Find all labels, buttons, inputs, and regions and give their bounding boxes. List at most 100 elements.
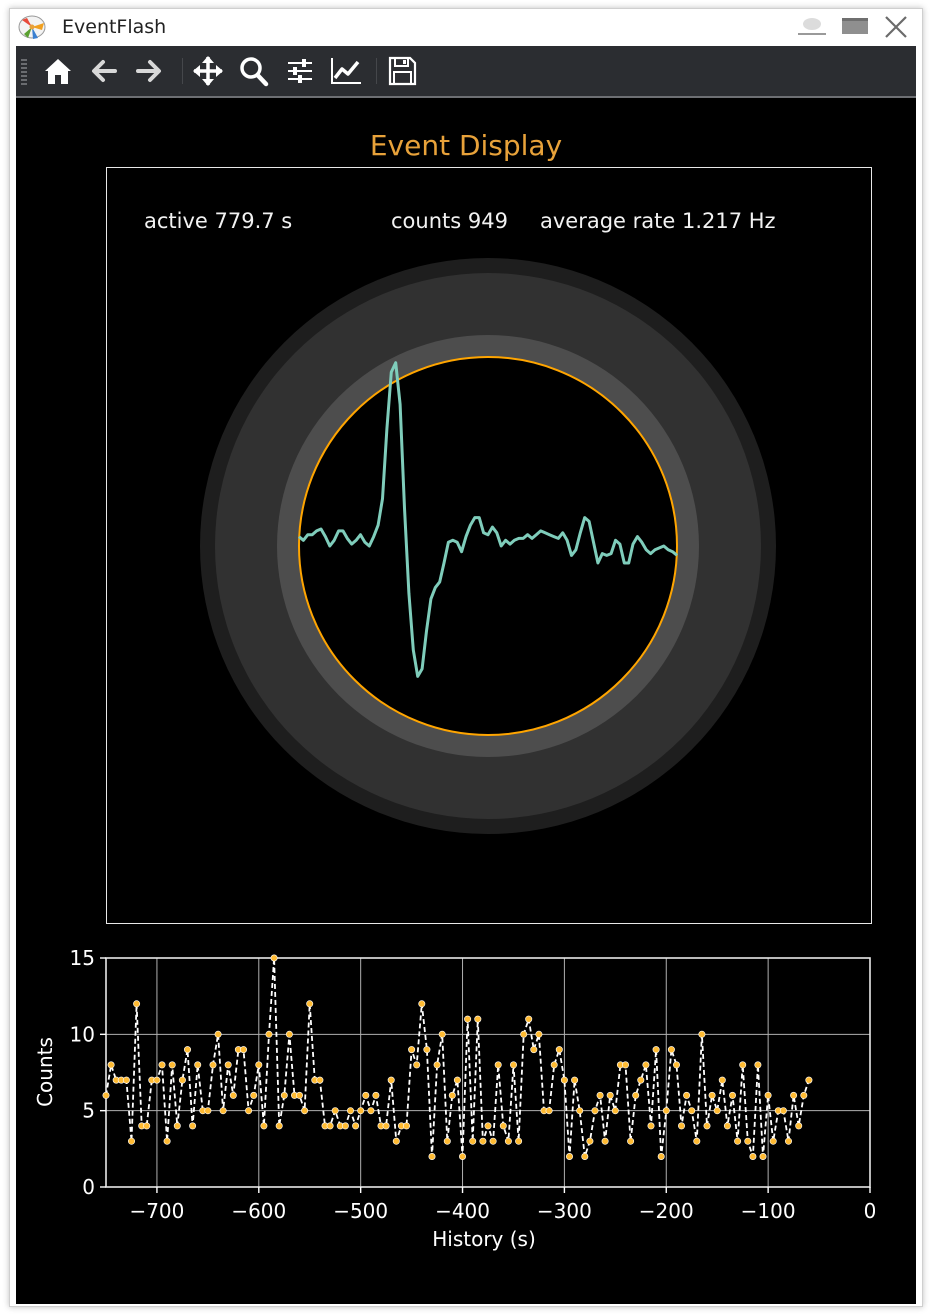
history-data-point [703, 1122, 711, 1130]
home-button[interactable] [40, 54, 76, 88]
toolbar-grip-handle[interactable] [21, 59, 27, 85]
history-data-point [489, 1137, 497, 1145]
history-data-point [718, 1076, 726, 1084]
toolbar-separator [376, 58, 377, 84]
sliders-icon [288, 59, 312, 83]
x-tick-label: −600 [231, 1199, 286, 1223]
history-data-point [295, 1091, 303, 1099]
forward-button[interactable] [131, 54, 167, 88]
scope-screen-circle [298, 356, 678, 736]
history-data-point [372, 1091, 380, 1099]
x-tick-label: −100 [741, 1199, 796, 1223]
counts-readout: counts 949 [391, 209, 508, 233]
history-data-point [189, 1122, 197, 1130]
history-data-point [769, 1137, 777, 1145]
history-data-point [754, 1061, 762, 1069]
pan-button[interactable] [190, 54, 226, 88]
history-grid [106, 957, 871, 1188]
history-data-point [362, 1091, 370, 1099]
history-data-point [535, 1030, 543, 1038]
history-data-point [790, 1091, 798, 1099]
history-data-point [382, 1122, 390, 1130]
history-data-point [443, 1137, 451, 1145]
toolbar-separator [182, 58, 183, 84]
window-title: EventFlash [62, 16, 167, 38]
history-data-point [326, 1122, 334, 1130]
history-data-point [265, 1030, 273, 1038]
history-data-point [143, 1122, 151, 1130]
x-tick-label: −500 [333, 1199, 388, 1223]
floppy-disk-icon [388, 56, 417, 86]
history-data-point [759, 1153, 767, 1161]
history-data-point [637, 1076, 645, 1084]
history-data-point [128, 1137, 136, 1145]
save-button[interactable] [384, 54, 420, 88]
history-data-point [428, 1153, 436, 1161]
active-time-readout: active 779.7 s [144, 209, 293, 233]
history-data-point [448, 1091, 456, 1099]
chart-line-icon [331, 58, 361, 84]
app-window: EventFlash [9, 8, 923, 1307]
close-button[interactable] [880, 15, 912, 39]
home-icon [45, 59, 71, 84]
history-data-point [418, 1000, 426, 1008]
history-data-point [275, 1122, 283, 1130]
x-tick-label: −400 [435, 1199, 490, 1223]
history-points [102, 954, 813, 1161]
edit-axes-button[interactable] [328, 54, 364, 88]
history-data-point [560, 1076, 568, 1084]
history-data-point [652, 1046, 660, 1054]
figure-canvas[interactable]: Event Display active 779.7 s counts 949 … [16, 98, 916, 1304]
history-data-point [601, 1137, 609, 1145]
history-data-point [764, 1091, 772, 1099]
history-data-point [647, 1122, 655, 1130]
history-data-point [800, 1091, 808, 1099]
history-data-point [713, 1107, 721, 1115]
history-data-point [168, 1061, 176, 1069]
history-data-point [672, 1061, 680, 1069]
history-data-point [525, 1015, 533, 1023]
x-tick-label: −200 [639, 1199, 694, 1223]
history-data-point [250, 1091, 258, 1099]
history-data-point [728, 1091, 736, 1099]
history-data-point [479, 1137, 487, 1145]
history-data-point [438, 1030, 446, 1038]
title-bar[interactable]: EventFlash [10, 9, 922, 45]
history-data-point [387, 1076, 395, 1084]
history-data-point [555, 1046, 563, 1054]
history-data-point [469, 1137, 477, 1145]
history-data-point [122, 1076, 130, 1084]
history-data-point [367, 1107, 375, 1115]
zoom-button[interactable] [236, 54, 272, 88]
event-display-axes[interactable] [106, 167, 872, 924]
history-data-point [163, 1137, 171, 1145]
history-data-point [749, 1153, 757, 1161]
y-tick-label: 10 [70, 1022, 95, 1046]
x-tick-label: −700 [129, 1199, 184, 1223]
history-data-point [194, 1061, 202, 1069]
history-data-point [596, 1091, 604, 1099]
history-data-point [178, 1076, 186, 1084]
history-data-point [219, 1107, 227, 1115]
rate-history-chart[interactable]: −700 −600 −500 −400 −300 −200 −100 0 0 5 10 15 Hist… [16, 98, 916, 1304]
history-data-point [677, 1122, 685, 1130]
history-data-point [346, 1107, 354, 1115]
history-data-point [550, 1061, 558, 1069]
history-data-point [667, 1046, 675, 1054]
history-data-point [224, 1061, 232, 1069]
maximize-button[interactable] [839, 15, 871, 39]
history-data-point [331, 1107, 339, 1115]
y-tick-label: 15 [70, 946, 95, 970]
minimize-button[interactable] [796, 15, 828, 39]
history-data-point [693, 1137, 701, 1145]
move-icon [193, 56, 223, 86]
history-data-point [402, 1122, 410, 1130]
y-tick-label: 5 [82, 1099, 95, 1123]
history-data-point [739, 1061, 747, 1069]
configure-subplots-button[interactable] [282, 54, 318, 88]
arrow-left-icon [92, 60, 117, 82]
history-data-point [688, 1107, 696, 1115]
back-button[interactable] [86, 54, 122, 88]
history-data-point [504, 1137, 512, 1145]
history-data-point [805, 1076, 813, 1084]
